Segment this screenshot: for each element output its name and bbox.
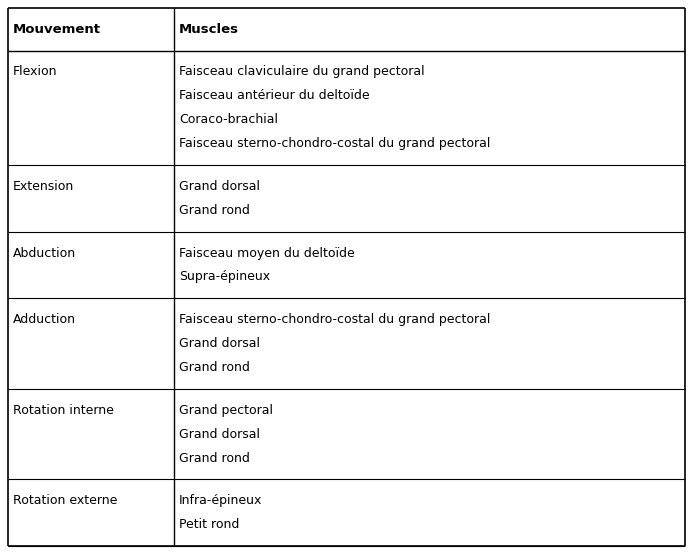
Text: Grand rond: Grand rond [179, 452, 249, 465]
Text: Faisceau moyen du deltoïde: Faisceau moyen du deltoïde [179, 247, 355, 259]
Text: Grand pectoral: Grand pectoral [179, 404, 273, 417]
Text: Mouvement: Mouvement [13, 23, 101, 36]
Text: Grand rond: Grand rond [179, 204, 249, 217]
Text: Rotation externe: Rotation externe [13, 494, 117, 507]
Text: Adduction: Adduction [13, 313, 76, 326]
Text: Infra-épineux: Infra-épineux [179, 494, 262, 507]
Text: Muscles: Muscles [179, 23, 239, 36]
Text: Grand dorsal: Grand dorsal [179, 180, 260, 193]
Text: Grand dorsal: Grand dorsal [179, 337, 260, 350]
Text: Extension: Extension [13, 180, 74, 193]
Text: Abduction: Abduction [13, 247, 76, 259]
Text: Supra-épineux: Supra-épineux [179, 270, 270, 284]
Text: Faisceau claviculaire du grand pectoral: Faisceau claviculaire du grand pectoral [179, 65, 425, 79]
Text: Faisceau sterno-chondro-costal du grand pectoral: Faisceau sterno-chondro-costal du grand … [179, 313, 490, 326]
Text: Petit rond: Petit rond [179, 518, 239, 531]
Text: Rotation interne: Rotation interne [13, 404, 114, 417]
Text: Coraco-brachial: Coraco-brachial [179, 114, 278, 126]
Text: Flexion: Flexion [13, 65, 58, 79]
Text: Grand dorsal: Grand dorsal [179, 428, 260, 440]
Text: Faisceau sterno-chondro-costal du grand pectoral: Faisceau sterno-chondro-costal du grand … [179, 137, 490, 150]
Text: Faisceau antérieur du deltoïde: Faisceau antérieur du deltoïde [179, 89, 369, 102]
Text: Grand rond: Grand rond [179, 361, 249, 374]
